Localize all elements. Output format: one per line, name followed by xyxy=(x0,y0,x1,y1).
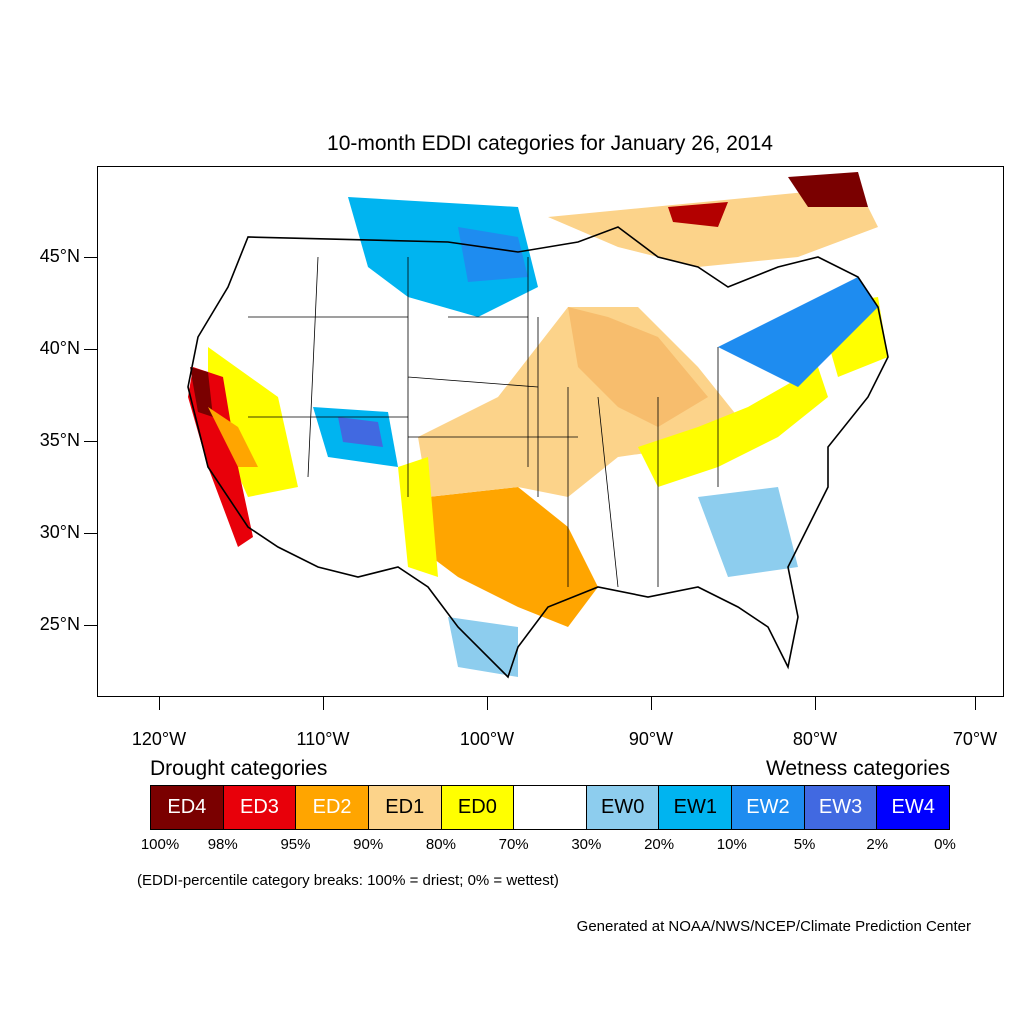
credit-line: Generated at NOAA/NWS/NCEP/Climate Predi… xyxy=(576,918,971,935)
category-fills xyxy=(188,172,888,677)
region-ew3-southwest xyxy=(338,417,383,447)
lat-label-40: 40°N xyxy=(39,338,80,358)
lon-tick-120 xyxy=(159,697,160,710)
lon-label-120: 120°W xyxy=(131,729,187,749)
lon-label-90: 90°W xyxy=(628,729,674,749)
region-ed4-california xyxy=(190,367,213,417)
lon-label-110: 110°W xyxy=(296,729,350,749)
lat-label-30: 30°N xyxy=(39,522,80,542)
region-ed1-midwest xyxy=(568,307,708,427)
region-ed4-quebec xyxy=(788,172,868,207)
percentile-label: 5% xyxy=(793,836,816,853)
lat-label-25: 25°N xyxy=(39,614,80,634)
legend-cell-ew1: EW1 xyxy=(659,786,733,829)
lon-tick-80 xyxy=(815,697,816,710)
state-lines xyxy=(248,256,719,588)
boundaries xyxy=(187,226,889,679)
region-ew2-north xyxy=(458,227,528,282)
legend-cell-ew3: EW3 xyxy=(804,786,878,829)
category-note: (EDDI-percentile category breaks: 100% =… xyxy=(137,872,559,889)
legend-cell-ed0: ED0 xyxy=(441,786,515,829)
percentile-label: 90% xyxy=(353,836,384,853)
map-title: 10-month EDDI categories for January 26,… xyxy=(327,132,773,155)
region-ed2-california xyxy=(208,407,258,467)
lon-label-80: 80°W xyxy=(792,729,838,749)
region-ew2-great-lakes xyxy=(718,277,878,387)
eddi-map xyxy=(187,172,889,679)
region-ew0-southeast xyxy=(698,487,798,577)
legend-cell-ew2: EW2 xyxy=(732,786,805,829)
legend-cell-neutral xyxy=(514,786,587,829)
drought-heading: Drought categories xyxy=(150,757,328,780)
percentile-label: 10% xyxy=(716,836,747,853)
lon-tick-110 xyxy=(323,697,324,710)
lat-tick-30 xyxy=(84,533,97,534)
percentile-label: 98% xyxy=(207,836,238,853)
region-ew0-texas-gulf xyxy=(448,617,518,677)
legend-cell-ew0: EW0 xyxy=(586,786,660,829)
percentile-label: 100% xyxy=(140,836,180,853)
map-panel xyxy=(97,166,1004,697)
percentile-label: 0% xyxy=(934,836,956,853)
lat-tick-25 xyxy=(84,625,97,626)
percentile-label: 20% xyxy=(644,836,675,853)
legend-cell-ed2: ED2 xyxy=(296,786,369,829)
wetness-heading: Wetness categories xyxy=(765,757,950,780)
lat-label-35: 35°N xyxy=(39,430,80,450)
region-ed1-canada xyxy=(548,187,878,267)
percentile-label: 2% xyxy=(866,836,889,853)
legend-cell-ew4: EW4 xyxy=(877,786,950,829)
lon-label-70: 70°W xyxy=(952,729,998,749)
lat-tick-35 xyxy=(84,441,97,442)
region-ed2-southern-plains xyxy=(418,487,598,627)
lon-tick-70 xyxy=(975,697,976,710)
legend-cell-ed4: ED4 xyxy=(151,786,224,829)
lat-label-45: 45°N xyxy=(39,246,80,266)
percentile-label: 95% xyxy=(280,836,311,853)
lon-label-100: 100°W xyxy=(459,729,515,749)
legend-cell-ed3: ED3 xyxy=(223,786,297,829)
lon-tick-90 xyxy=(651,697,652,710)
region-ew1-north xyxy=(348,197,538,317)
percentile-label: 70% xyxy=(498,836,529,853)
region-ed0-california xyxy=(208,347,298,497)
lon-tick-100 xyxy=(487,697,488,710)
legend-color-bar: ED4 ED3 ED2 ED1 ED0 EW0 EW1 EW2 EW3 EW4 xyxy=(150,785,950,830)
lat-tick-40 xyxy=(84,349,97,350)
region-ed0-east xyxy=(638,367,828,487)
lat-tick-45 xyxy=(84,257,97,258)
legend-cell-ed1: ED1 xyxy=(368,786,442,829)
percentile-label: 30% xyxy=(571,836,602,853)
percentile-label: 80% xyxy=(425,836,456,853)
region-ed3-ontario xyxy=(668,202,728,227)
us-outline xyxy=(187,226,889,679)
